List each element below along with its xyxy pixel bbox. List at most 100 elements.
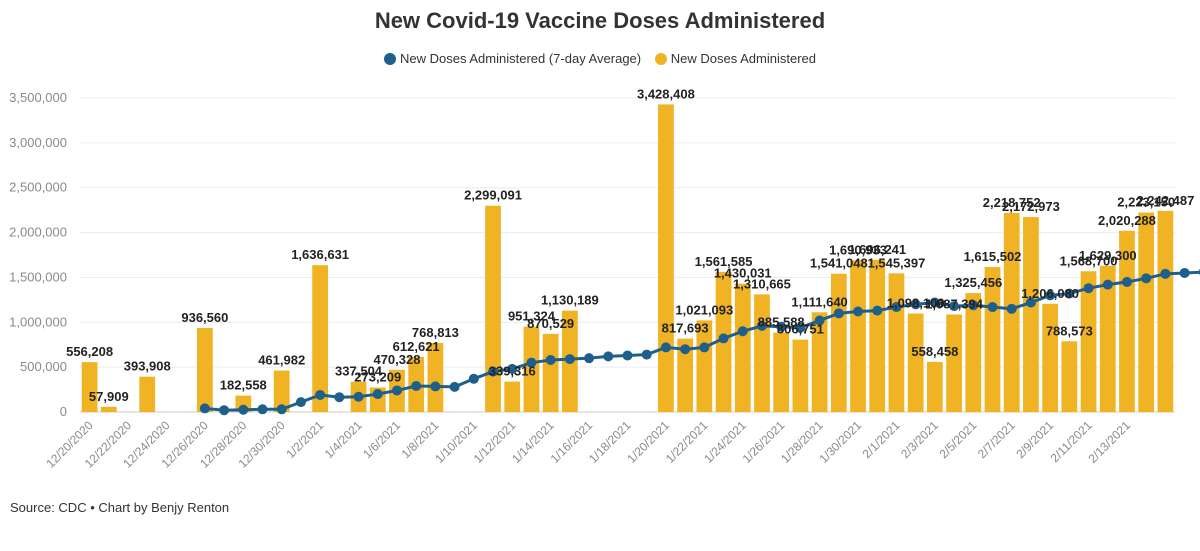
line-point: [372, 389, 383, 400]
x-axis-ticks: 12/20/202012/22/202012/24/202012/26/2020…: [43, 418, 1133, 471]
y-tick-label: 500,000: [20, 359, 67, 374]
bar: [427, 343, 444, 412]
bar-data-label: 1,690,933: [829, 242, 887, 257]
bar-data-label: 2,218,752: [983, 195, 1041, 210]
chart-legend: New Doses Administered (7-day Average) N…: [0, 51, 1200, 68]
x-tick-label: 2/1/2021: [860, 418, 903, 461]
bar: [542, 333, 559, 412]
bar-data-label: 817,693: [662, 321, 709, 336]
bar: [1157, 210, 1174, 412]
line-point: [929, 297, 940, 308]
line-point: [257, 404, 268, 415]
line-point: [411, 380, 422, 391]
line-point: [276, 404, 287, 415]
line-point: [1025, 297, 1036, 308]
x-tick-label: 1/2/2021: [283, 418, 326, 461]
x-tick-label: 1/30/2021: [816, 418, 864, 466]
bar: [1119, 230, 1135, 412]
bar-data-label: 1,615,502: [964, 249, 1022, 264]
line-point: [680, 344, 691, 355]
bar-data-label: 806,751: [777, 322, 824, 337]
line-point: [1179, 267, 1190, 278]
bar: [773, 332, 790, 412]
bar-data-label: 788,573: [1046, 323, 1093, 338]
bar-data-label: 393,908: [124, 359, 171, 374]
bar-data-label: 273,209: [354, 369, 401, 384]
line-point: [545, 354, 556, 365]
bar: [946, 314, 962, 412]
bar-data-label: 870,529: [527, 316, 574, 331]
line-point: [353, 391, 364, 402]
line-point: [449, 381, 460, 392]
line-point: [1064, 288, 1075, 299]
line-point: [199, 403, 210, 414]
bar-data-label: 182,558: [220, 378, 267, 393]
bar: [811, 312, 828, 412]
y-tick-label: 1,500,000: [9, 269, 67, 284]
y-tick-label: 3,000,000: [9, 135, 67, 150]
bar: [792, 339, 809, 412]
y-tick-label: 2,000,000: [9, 225, 67, 240]
x-tick-label: 2/7/2021: [975, 418, 1018, 461]
bar: [830, 273, 847, 412]
line-point: [718, 333, 729, 344]
line-point: [526, 357, 537, 368]
bar: [1080, 271, 1097, 412]
line-point: [468, 373, 479, 384]
bar-data-label: 1,098,100: [887, 295, 945, 310]
legend-item-doses[interactable]: New Doses Administered: [654, 51, 816, 66]
y-tick-label: 2,500,000: [9, 180, 67, 195]
legend-item-7day-average[interactable]: New Doses Administered (7-day Average): [384, 51, 641, 66]
legend-label: New Doses Administered (7-day Average): [400, 51, 642, 66]
bar-data-label: 1,636,631: [291, 247, 349, 262]
bar-data-label: 1,310,665: [733, 276, 791, 291]
bar: [139, 376, 156, 412]
line-series: [199, 267, 1200, 416]
bar: [1023, 217, 1039, 412]
line-point: [219, 405, 230, 416]
bar: [696, 320, 713, 412]
line-point: [603, 351, 614, 362]
line-point: [660, 342, 671, 353]
bar: [485, 205, 501, 412]
bar-series: [81, 104, 1174, 413]
line-point: [430, 381, 441, 392]
line-point: [641, 349, 652, 360]
bar: [523, 326, 540, 412]
bar: [196, 327, 213, 412]
chart-plot: 0 500,000 1,000,000 1,500,000 2,000,000 2,500…: [9, 86, 1200, 471]
bar: [926, 361, 943, 412]
line-point: [1160, 268, 1171, 279]
bar-data-label: 1,561,585: [695, 254, 753, 269]
line-point: [776, 321, 787, 332]
bar: [888, 273, 905, 412]
line-point: [238, 404, 249, 415]
bar-data-label: 461,982: [258, 353, 305, 368]
legend-swatch-bar: [654, 52, 667, 65]
line-point: [814, 315, 825, 326]
bar-data-label: 951,324: [508, 309, 556, 324]
chart-title: New Covid-19 Vaccine Doses Administered: [374, 8, 826, 33]
bar: [734, 283, 751, 412]
bar: [312, 265, 329, 412]
line-point: [699, 342, 710, 353]
bar-data-label: 2,242,487: [1136, 193, 1194, 208]
bar-data-label: 612,621: [393, 339, 440, 354]
line-point: [488, 366, 499, 377]
line-point: [564, 354, 575, 365]
y-tick-label: 1,000,000: [9, 314, 67, 329]
bar-data-label: 339,316: [489, 364, 536, 379]
bar-data-label: 1,111,640: [791, 294, 847, 309]
line-point: [584, 353, 595, 364]
y-tick-label: 0: [60, 404, 67, 419]
bar: [1099, 265, 1116, 412]
data-labels: 556,208 57,909 393,908 936,560 182,558 461,98…: [66, 86, 1194, 403]
bar: [273, 370, 290, 412]
line-point: [622, 350, 633, 361]
bar-data-label: 337,504: [335, 364, 383, 379]
line-point: [853, 306, 864, 317]
bar: [869, 259, 886, 412]
bar: [1138, 212, 1155, 412]
bar-data-label: 1,629,300: [1079, 248, 1137, 263]
legend-swatch-line: [384, 52, 397, 65]
